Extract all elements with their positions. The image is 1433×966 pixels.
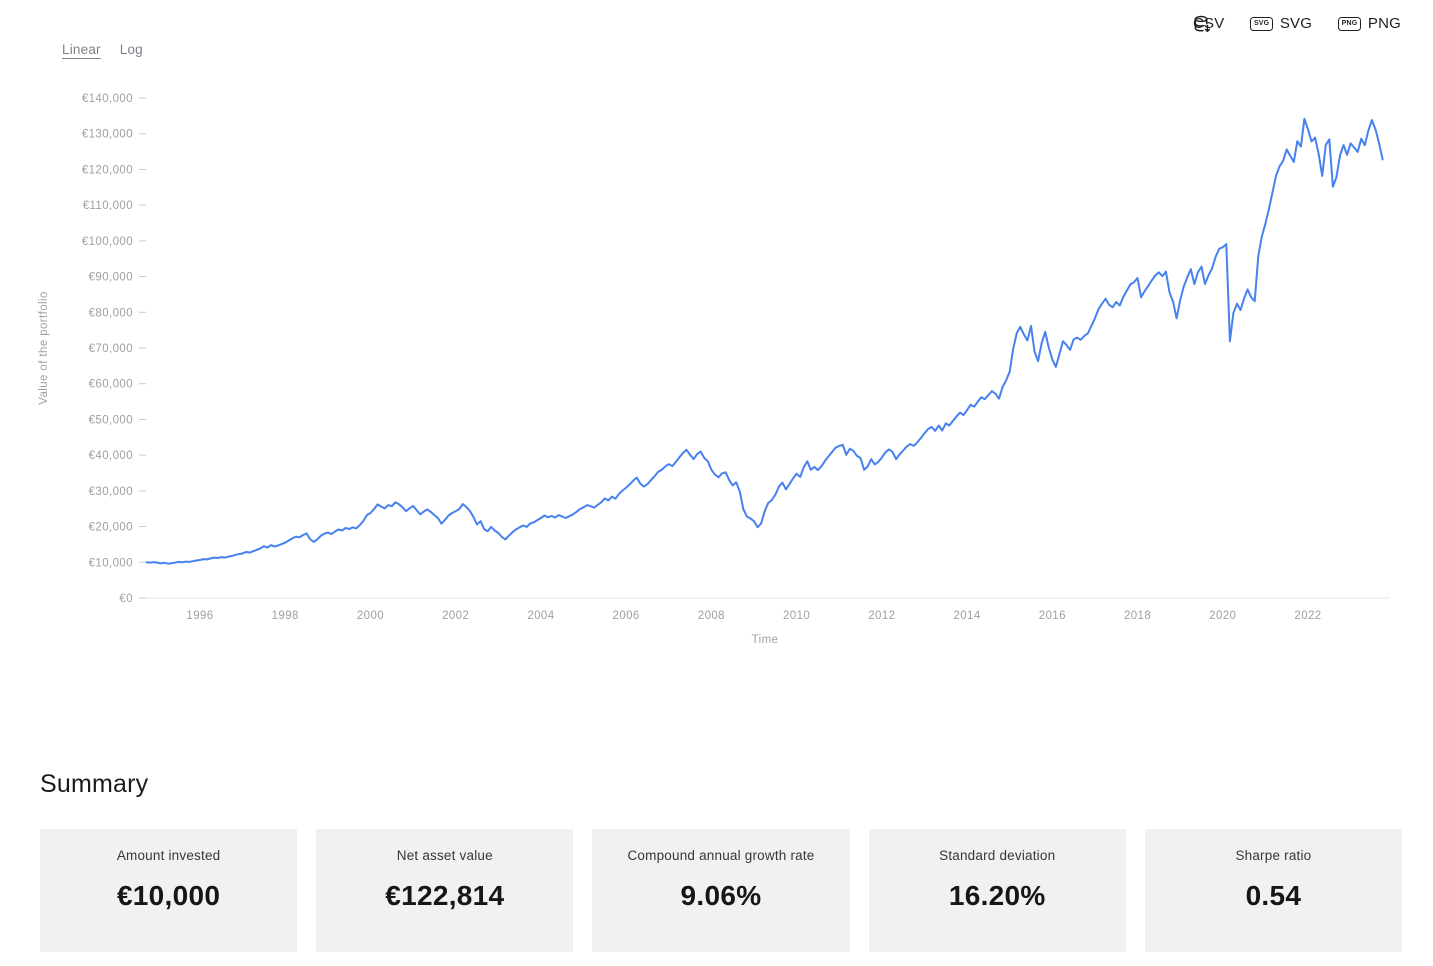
card-standard-deviation: Standard deviation 16.20% — [868, 829, 1126, 952]
y-axis-tick-label: €140,000 — [82, 93, 133, 105]
y-axis-tick-label: €70,000 — [89, 343, 133, 355]
card-value: 0.54 — [1245, 880, 1302, 911]
export-csv-label: CSV — [1192, 15, 1225, 32]
card-net-asset-value: Net asset value €122,814 — [316, 829, 574, 952]
y-axis-tick-label: €90,000 — [89, 272, 133, 284]
x-axis-tick-label: 2020 — [1209, 610, 1236, 622]
y-axis-tick-label: €0 — [119, 593, 133, 605]
portfolio-value-line — [145, 117, 1384, 565]
y-axis-tick-label: €20,000 — [89, 522, 133, 534]
y-axis-tick-label: €30,000 — [89, 486, 133, 498]
scale-toggle: Linear Log — [62, 42, 143, 57]
portfolio-chart-area: €0 €10,000 €20,000 €30,000 €40,000 €50,000 €60… — [38, 15, 1401, 646]
x-axis-tick-label: 2002 — [442, 610, 469, 622]
log-scale-toggle[interactable]: Log — [119, 42, 143, 57]
svg-file-badge-icon: SVG — [1250, 16, 1273, 31]
card-label: Standard deviation — [939, 848, 1056, 863]
card-value: €10,000 — [116, 880, 221, 911]
export-svg-button[interactable]: SVG SVG — [1250, 15, 1312, 32]
summary-title: Summary — [40, 770, 149, 798]
export-csv-button[interactable]: CSV — [1192, 15, 1225, 33]
card-label: Amount invested — [116, 848, 221, 863]
x-axis-tick-label: 2000 — [357, 610, 384, 622]
export-png-button[interactable]: PNG PNG — [1338, 15, 1401, 32]
card-label: Net asset value — [396, 848, 493, 863]
png-file-badge-icon: PNG — [1338, 16, 1361, 31]
export-svg-label: SVG — [1279, 15, 1313, 32]
x-axis-tick-label: 1998 — [272, 610, 299, 622]
linear-scale-toggle[interactable]: Linear — [62, 42, 101, 57]
y-axis-tick-label: €10,000 — [89, 557, 133, 569]
x-axis-tick-label: 2016 — [1039, 610, 1066, 622]
card-label: Sharpe ratio — [1235, 848, 1312, 863]
x-axis-title: Time — [752, 634, 779, 646]
x-axis-tick-label: 2008 — [698, 610, 725, 622]
y-axis-tick-label: €50,000 — [89, 414, 133, 426]
x-axis-tick-label: 2010 — [783, 610, 810, 622]
x-axis-tick-label: 2012 — [868, 610, 895, 622]
x-axis-tick-label: 2022 — [1294, 610, 1321, 622]
x-axis-tick-label: 2006 — [613, 610, 640, 622]
x-axis-tick-label: 1996 — [186, 610, 213, 622]
card-sharpe-ratio: Sharpe ratio 0.54 — [1144, 829, 1403, 952]
y-axis-tick-label: €80,000 — [89, 307, 133, 319]
card-value: €122,814 — [385, 880, 505, 911]
x-axis-tick-label: 2004 — [527, 610, 554, 622]
card-amount-invested: Amount invested €10,000 — [40, 829, 298, 952]
portfolio-line-chart: €0 €10,000 €20,000 €30,000 €40,000 €50,000 €60… — [38, 93, 1390, 646]
x-axis-tick-label: 2014 — [953, 610, 980, 622]
card-value: 9.06% — [680, 880, 762, 911]
export-bar: CSV SVG SVG PNG PNG — [1192, 15, 1401, 33]
y-axis-title: Value of the portfolio — [38, 291, 50, 404]
export-png-label: PNG — [1367, 15, 1401, 32]
y-axis-tick-label: €40,000 — [89, 450, 133, 462]
summary-section: Summary Amount invested €10,000 Net asse… — [40, 770, 1403, 952]
card-cagr: Compound annual growth rate 9.06% — [592, 829, 850, 952]
x-axis-tick-label: 2018 — [1124, 610, 1151, 622]
y-axis-tick-label: €110,000 — [83, 200, 133, 212]
y-axis-tick-label: €130,000 — [82, 129, 133, 141]
y-axis-tick-label: €60,000 — [89, 379, 133, 391]
card-value: 16.20% — [948, 880, 1046, 911]
y-axis-tick-label: €120,000 — [82, 164, 133, 176]
database-download-icon — [1194, 15, 1211, 33]
y-axis-tick-label: €100,000 — [82, 236, 133, 248]
summary-cards: Amount invested €10,000 Net asset value … — [40, 829, 1403, 952]
card-label: Compound annual growth rate — [627, 848, 815, 863]
